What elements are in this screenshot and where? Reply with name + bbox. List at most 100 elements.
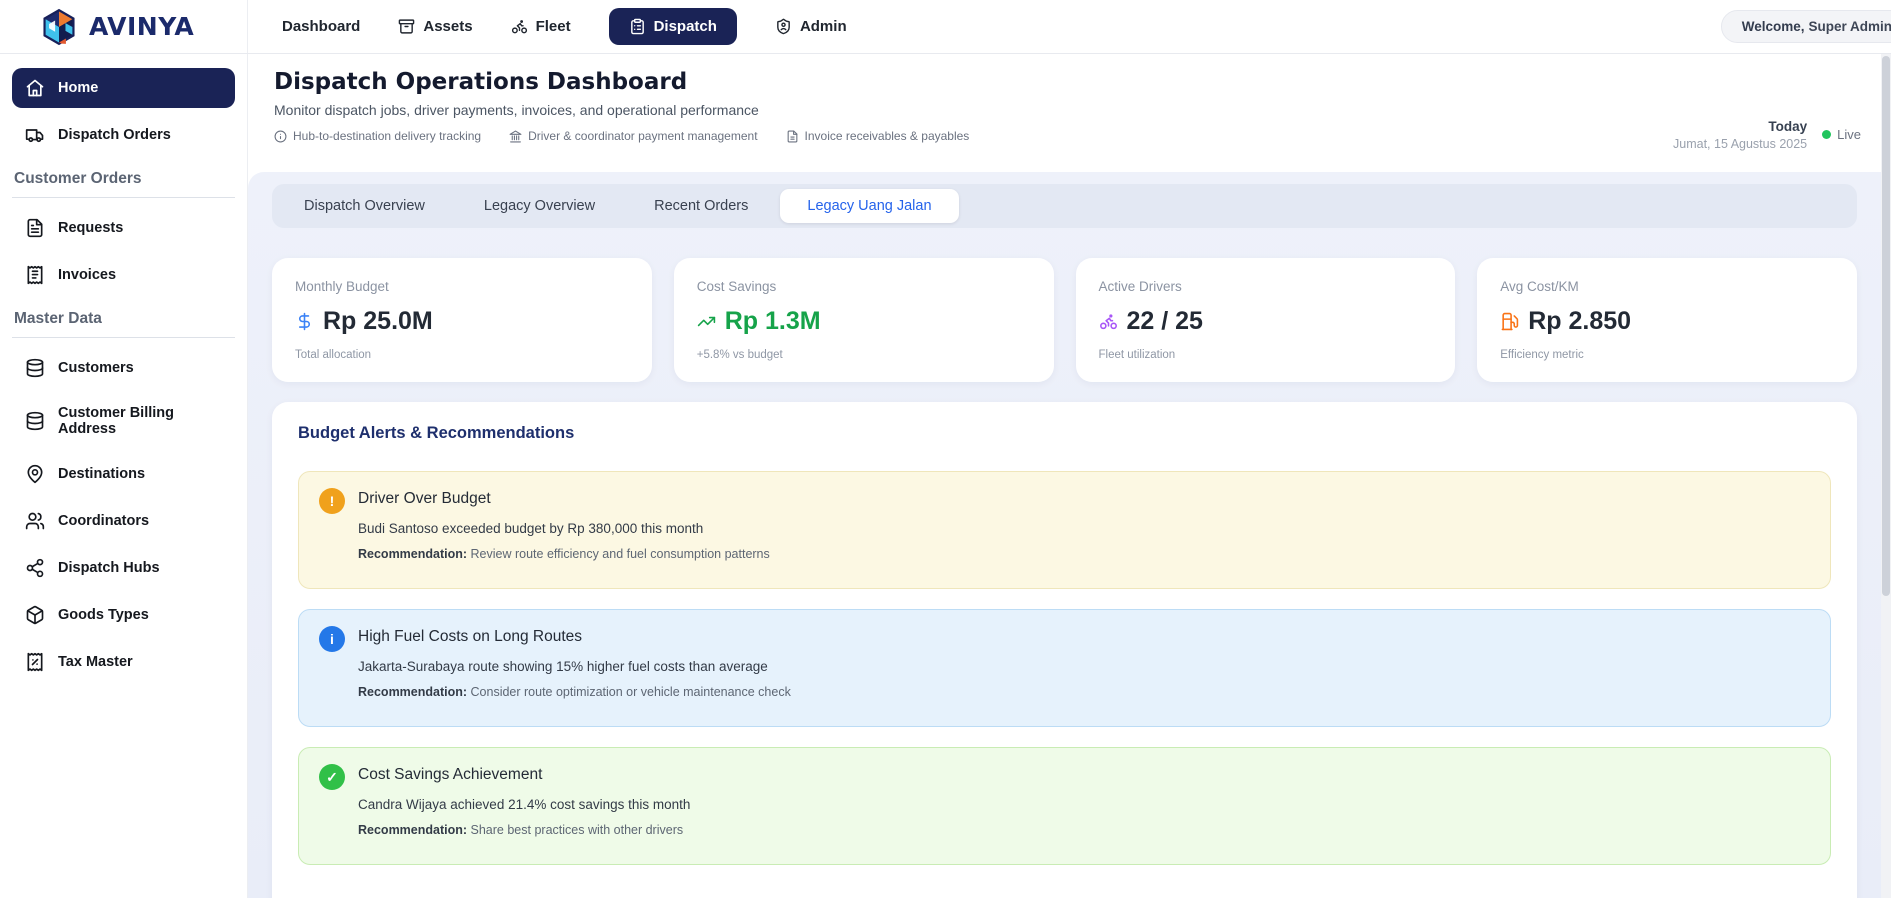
truck-icon (25, 125, 45, 145)
stat-card-monthly-budget: Monthly Budget Rp 25.0M Total allocation (272, 258, 652, 382)
tab-dispatch-overview[interactable]: Dispatch Overview (304, 198, 425, 214)
nav-item-dashboard[interactable]: Dashboard (282, 18, 360, 35)
sidebar-item-label: Customer Billing Address (58, 405, 175, 437)
sidebar-item-dispatch-hubs[interactable]: Dispatch Hubs (12, 548, 235, 588)
sidebar-item-home[interactable]: Home (12, 68, 235, 108)
alert-info: i High Fuel Costs on Long Routes Jakarta-S… (298, 609, 1831, 727)
sidebar-item-label: Dispatch Orders (58, 127, 171, 143)
nav-item-assets[interactable]: Assets (398, 18, 473, 35)
alert-content: Cost Savings Achievement Candra Wijaya ac… (358, 766, 690, 846)
main-area: Dispatch Operations Dashboard Monitor di… (248, 54, 1881, 898)
sidebar-item-label: Coordinators (58, 513, 150, 529)
database-icon (25, 358, 45, 378)
landmark-icon (509, 130, 522, 143)
badge-label: Invoice receivables & payables (804, 129, 970, 143)
budget-alerts-title: Budget Alerts & Recommendations (298, 424, 575, 442)
stat-sub-label: Efficiency metric (1500, 349, 1584, 361)
stat-card-avg-cost-km: Avg Cost/KM Rp 2.850 Efficiency metric (1477, 258, 1857, 382)
nav-item-label: Assets (423, 18, 473, 35)
map-pin-icon (25, 464, 45, 484)
stat-sub-label: Fleet utilization (1098, 349, 1176, 361)
sidebar-item-destinations[interactable]: Destinations (12, 454, 235, 494)
nav-item-fleet[interactable]: Fleet (511, 18, 571, 35)
stat-sub-label: +5.8% vs budget (696, 349, 783, 361)
sidebar-item-label: Invoices (58, 267, 117, 283)
nav-item-dispatch[interactable]: Dispatch (608, 8, 737, 45)
sidebar-item-coordinators[interactable]: Coordinators (12, 501, 235, 541)
sidebar-item-customers[interactable]: Customers (12, 348, 235, 388)
file-icon (786, 130, 799, 143)
alert-content: Driver Over Budget Budi Santoso exceeded … (358, 490, 770, 570)
sidebar-item-label: Goods Types (58, 607, 149, 623)
stat-value: Rp 25.0M (323, 307, 433, 335)
scrollbar-thumb[interactable] (1882, 56, 1890, 596)
stat-value: Rp 2.850 (1528, 307, 1632, 335)
date-block: Today Jumat, 15 Agustus 2025 (1673, 119, 1807, 151)
nav-item-label: Dashboard (282, 18, 361, 35)
database-icon (25, 411, 45, 431)
alert-success: ✓ Cost Savings Achievement Candra Wijaya a… (298, 747, 1831, 865)
stat-label: Avg Cost/KM (1500, 279, 1579, 294)
stat-cards: Monthly Budget Rp 25.0M Total allocation Co… (272, 258, 1857, 382)
sidebar-item-label: Customers (58, 360, 134, 376)
fuel-icon (1500, 312, 1519, 331)
sidebar-item-customer-billing-address[interactable]: Customer Billing Address (12, 395, 235, 447)
alert-title: High Fuel Costs on Long Routes (358, 628, 583, 645)
shield-user-icon (775, 18, 792, 35)
alert-description: Budi Santoso exceeded budget by Rp 380,0… (358, 521, 704, 536)
welcome-greeting: Welcome, (1741, 19, 1805, 34)
alert-description: Candra Wijaya achieved 21.4% cost saving… (358, 797, 691, 812)
archive-icon (398, 18, 415, 35)
home-icon (25, 78, 45, 98)
info-icon (274, 130, 287, 143)
page-subtitle: Monitor dispatch jobs, driver payments, … (274, 102, 759, 118)
brand-name: AVINYA (89, 12, 195, 41)
nav-item-label: Fleet (535, 18, 571, 35)
sidebar: Home Dispatch Orders Customer Orders Reques… (0, 54, 248, 898)
alert-title: Cost Savings Achievement (358, 766, 543, 783)
feature-badge-driver-coordinator-payment-man: Driver & coordinator payment management (509, 129, 758, 143)
feature-badge-hub-to-destination-delivery-tr: Hub-to-destination delivery tracking (274, 129, 481, 143)
scooter-icon (511, 18, 528, 35)
alert-success-icon: ✓ (319, 764, 345, 790)
nav-item-admin[interactable]: Admin (775, 18, 847, 35)
package-icon (25, 605, 45, 625)
budget-alerts-card: Budget Alerts & Recommendations ! Driver … (272, 402, 1857, 898)
tab-legacy-overview[interactable]: Legacy Overview (483, 198, 596, 214)
top-navbar: AVINYA Dashboard Assets Fleet Dispatch Admin… (0, 0, 1891, 54)
stat-card-active-drivers: Active Drivers 22 / 25 Fleet utilization (1075, 258, 1456, 382)
tab-legacy-uang-jalan[interactable]: Legacy Uang Jalan (780, 189, 959, 223)
alert-warning-icon: ! (319, 488, 345, 514)
live-label: Live (1837, 127, 1861, 142)
welcome-pill[interactable]: Welcome, Super Admin (1720, 10, 1891, 43)
sidebar-item-dispatch-orders[interactable]: Dispatch Orders (12, 115, 235, 155)
sidebar-item-goods-types[interactable]: Goods Types (12, 595, 235, 635)
sidebar-item-invoices[interactable]: Invoices (12, 255, 235, 295)
alert-recommendation: Recommendation: Consider route optimizat… (358, 685, 791, 699)
today-label: Today (1768, 118, 1808, 134)
feature-badges: Hub-to-destination delivery tracking Driv… (274, 129, 969, 143)
brand[interactable]: AVINYA (0, 0, 248, 53)
alert-title: Driver Over Budget (358, 490, 491, 507)
sidebar-item-tax-master[interactable]: Tax Master (12, 642, 235, 682)
tab-list: Dispatch Overview Legacy Overview Recent O… (272, 184, 1857, 228)
alert-info-icon: i (319, 626, 345, 652)
alert-description: Jakarta-Surabaya route showing 15% highe… (358, 659, 768, 674)
window-scrollbar[interactable] (1881, 54, 1891, 898)
receipt-percent-icon (25, 652, 45, 672)
tab-recent-orders[interactable]: Recent Orders (654, 198, 749, 214)
file-text-icon (25, 218, 45, 238)
sidebar-section-master-data: Master Data (12, 302, 235, 338)
nav-item-label: Admin (799, 18, 847, 35)
sidebar-item-label: Tax Master (58, 654, 133, 670)
alerts-list: ! Driver Over Budget Budi Santoso exceeded… (298, 471, 1831, 865)
content-panel: Dispatch Overview Legacy Overview Recent O… (248, 172, 1881, 898)
receipt-icon (25, 265, 45, 285)
stat-label: Active Drivers (1098, 279, 1182, 294)
page-title: Dispatch Operations Dashboard (274, 69, 688, 95)
users-icon (25, 511, 45, 531)
alert-recommendation: Recommendation: Review route efficiency … (358, 547, 770, 561)
sidebar-item-requests[interactable]: Requests (12, 208, 235, 248)
avinya-logo-icon (40, 8, 78, 46)
sidebar-section-customer-orders: Customer Orders (12, 162, 235, 198)
